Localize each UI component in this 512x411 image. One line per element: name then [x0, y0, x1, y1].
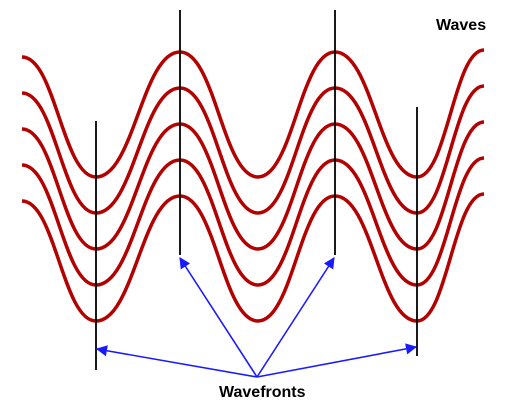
wavefront-arrow [95, 345, 258, 378]
waves-label: Waves [436, 17, 487, 34]
wave-curve [21, 120, 485, 251]
wavefront-arrows [95, 257, 418, 378]
wave-curves [21, 48, 485, 323]
wavefront-lines [95, 10, 418, 370]
wavefronts-label: Wavefronts [219, 384, 306, 401]
wave-curve [21, 84, 485, 215]
wavefront-arrow [256, 257, 335, 378]
wavefront-arrow [256, 343, 418, 378]
wavefront-arrow [179, 257, 258, 378]
wave-curve [21, 48, 485, 179]
